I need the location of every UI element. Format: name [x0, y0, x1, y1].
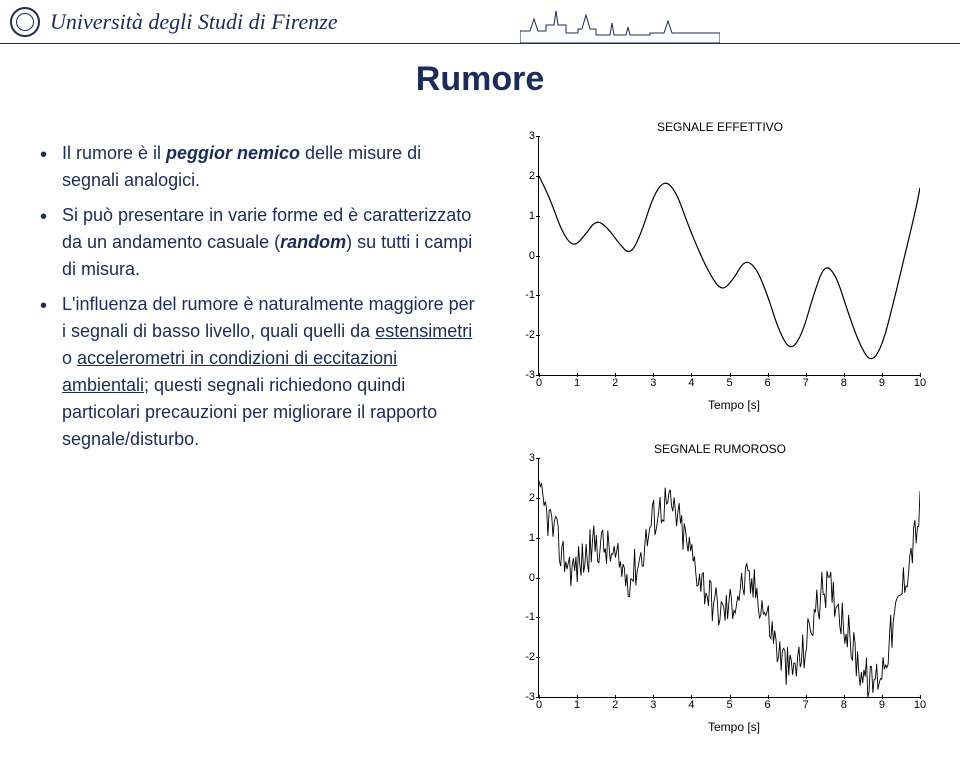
- header-bar: Università degli Studi di Firenze: [0, 0, 960, 44]
- university-crest-icon: [10, 7, 40, 37]
- text: Il rumore è il: [62, 143, 166, 163]
- text-strong: random: [280, 232, 346, 252]
- x-axis-ticks: 012345678910: [539, 377, 920, 393]
- charts-panel: SEGNALE EFFETTIVO -3-2-10123 01234567891…: [510, 120, 930, 764]
- y-axis-ticks: -3-2-10123: [511, 136, 535, 375]
- y-axis-ticks: -3-2-10123: [511, 458, 535, 697]
- signal-line: [539, 136, 920, 375]
- bullet-2: Si può presentare in varie forme ed è ca…: [40, 202, 480, 283]
- bullet-1: Il rumore è il peggior nemico delle misu…: [40, 140, 480, 194]
- chart-noisy-signal: SEGNALE RUMOROSO -3-2-10123 012345678910…: [510, 442, 930, 734]
- content-text: Il rumore è il peggior nemico delle misu…: [40, 140, 480, 461]
- text: o: [62, 348, 77, 368]
- university-name: Università degli Studi di Firenze: [50, 9, 338, 35]
- text-strong: peggior nemico: [166, 143, 300, 163]
- text-underline: estensimetri: [375, 321, 472, 341]
- x-axis-ticks: 012345678910: [539, 699, 920, 715]
- x-axis-label: Tempo [s]: [538, 398, 930, 412]
- plot-area: -3-2-10123 012345678910: [538, 136, 920, 376]
- page-title: Rumore: [0, 60, 960, 99]
- signal-line: [539, 458, 920, 697]
- plot-area: -3-2-10123 012345678910: [538, 458, 920, 698]
- chart-title: SEGNALE RUMOROSO: [510, 442, 930, 456]
- skyline-icon: [520, 5, 720, 43]
- bullet-3: L'influenza del rumore è naturalmente ma…: [40, 291, 480, 453]
- chart-effective-signal: SEGNALE EFFETTIVO -3-2-10123 01234567891…: [510, 120, 930, 412]
- x-axis-label: Tempo [s]: [538, 720, 930, 734]
- chart-title: SEGNALE EFFETTIVO: [510, 120, 930, 134]
